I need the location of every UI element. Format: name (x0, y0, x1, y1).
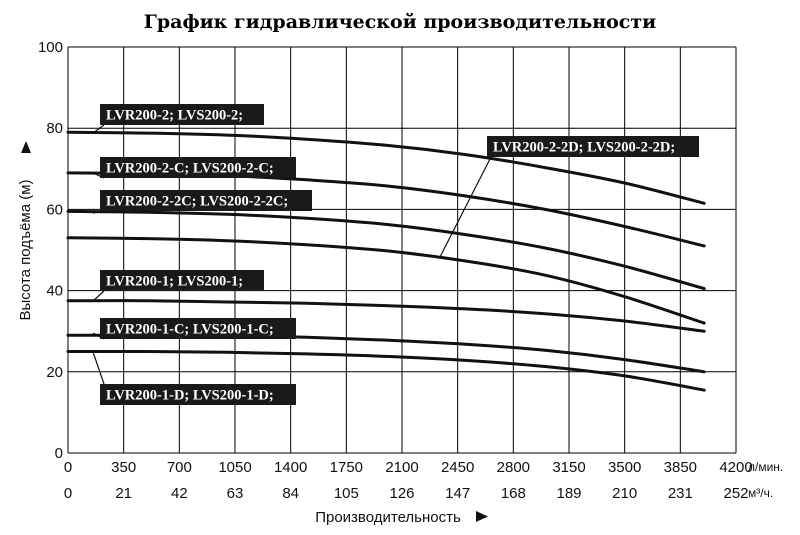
x-tick-label: 1750 (330, 459, 363, 476)
label-text: LVR200-1-C; LVS200-1-C; (106, 322, 274, 338)
x-tick-label: 0 (64, 459, 72, 476)
x2-tick-label: 126 (389, 485, 414, 502)
y-tick-label: 40 (46, 283, 63, 300)
series-label: LVR200-2-2C; LVS200-2-2C; (92, 190, 312, 214)
series-label: LVR200-1; LVS200-1; (92, 270, 264, 302)
x-axis-arrow-icon (476, 511, 488, 522)
x-tick-label: 700 (167, 459, 192, 476)
y-tick-label: 80 (46, 120, 63, 137)
x2-tick-label: 252 (723, 485, 748, 502)
x2-tick-label: 210 (612, 485, 637, 502)
x-axis-label: Производительность (315, 509, 461, 526)
series-line (66, 349, 706, 392)
label-text: LVR200-2-2C; LVS200-2-2C; (106, 194, 288, 210)
x-tick-label: 350 (111, 459, 136, 476)
label-box (487, 136, 699, 157)
series-label: LVR200-2-2D; LVS200-2-2D; (439, 136, 699, 258)
x2-tick-label: 168 (501, 485, 526, 502)
chart-title: График гидравлической производительности (144, 11, 657, 33)
series-label: LVR200-2-C; LVS200-2-C; (92, 157, 296, 179)
x2-tick-label: 42 (171, 485, 188, 502)
x2-tick-label: 84 (282, 485, 299, 502)
x2-tick-label: 63 (227, 485, 244, 502)
y-axis-title: Высота подъёма (м) (17, 141, 34, 321)
label-box (100, 190, 312, 211)
label-text: LVR200-2-C; LVS200-2-C; (106, 161, 274, 177)
x2-tick-label: 147 (445, 485, 470, 502)
label-text: LVR200-2-2D; LVS200-2-2D; (493, 140, 675, 156)
x2-tick-label: 21 (115, 485, 132, 502)
x2-tick-label: 105 (334, 485, 359, 502)
label-leader-line (92, 210, 105, 214)
y-tick-label: 20 (46, 364, 63, 381)
x-tick-label: 3850 (664, 459, 697, 476)
grid (67, 46, 737, 454)
label-box (100, 270, 264, 291)
series-line (66, 299, 706, 333)
x-tick-label: 1400 (274, 459, 307, 476)
x2-unit-label: м³/ч. (748, 486, 773, 500)
label-box (100, 318, 296, 339)
x-axis-title: Производительность (315, 509, 488, 526)
x2-tick-label: 231 (668, 485, 693, 502)
series-label: LVR200-1-D; LVS200-1-D; (92, 351, 296, 405)
x2-tick-label: 189 (556, 485, 581, 502)
x-tick-label: 2450 (441, 459, 474, 476)
y-tick-label: 0 (55, 445, 63, 462)
x-tick-label: 4200 (719, 459, 752, 476)
x-tick-label: 3150 (552, 459, 585, 476)
series-curves (66, 130, 706, 392)
x-tick-label: 2100 (385, 459, 418, 476)
label-text: LVR200-2; LVS200-2; (106, 108, 243, 124)
series-line (66, 236, 706, 325)
series-label: LVR200-1-C; LVS200-1-C; (92, 318, 296, 340)
label-box (100, 157, 296, 178)
y-tick-label: 100 (38, 39, 63, 56)
series-labels: LVR200-2; LVS200-2; LVR200-2-C; LVS200-2-… (92, 104, 699, 405)
series-line (66, 130, 706, 205)
label-text: LVR200-1; LVS200-1; (106, 274, 243, 290)
series-label: LVR200-2; LVS200-2; (92, 104, 264, 134)
label-leader-line (92, 290, 105, 302)
label-box (100, 384, 296, 405)
label-leader-line (439, 156, 492, 258)
y-axis-label: Высота подъёма (м) (17, 179, 34, 320)
x-tick-label: 3500 (608, 459, 641, 476)
y-axis-arrow-icon (21, 141, 31, 153)
x-unit-label: л/мин. (748, 460, 783, 474)
x-tick-label: 2800 (497, 459, 530, 476)
label-leader-line (92, 351, 105, 385)
x-tick-label: 1050 (218, 459, 251, 476)
series-line (66, 209, 706, 291)
label-box (100, 104, 264, 125)
y-tick-label: 60 (46, 201, 63, 218)
series-line (66, 333, 706, 374)
x2-tick-label: 0 (64, 485, 72, 502)
label-text: LVR200-1-D; LVS200-1-D; (106, 388, 274, 404)
label-leader-line (92, 124, 105, 134)
